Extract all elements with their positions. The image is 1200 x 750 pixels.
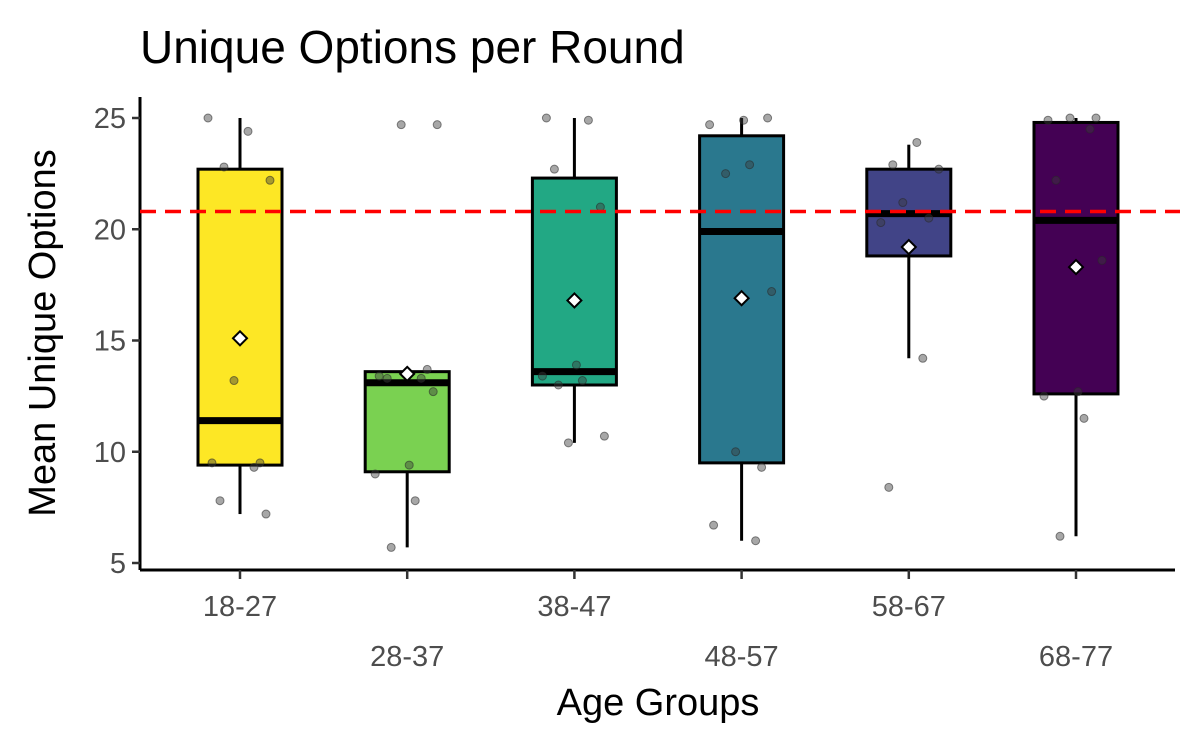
data-point: [396, 120, 406, 130]
mean-marker: [398, 365, 416, 383]
x-tick-label: 18-27: [203, 591, 277, 623]
data-point: [884, 482, 894, 492]
box-group-38-47: 38-47: [530, 113, 618, 623]
box-group-28-37: 28-37: [363, 120, 451, 673]
box: [363, 370, 451, 474]
data-point: [924, 213, 934, 223]
data-point: [1043, 115, 1053, 125]
mean-marker: [900, 238, 918, 256]
data-point: [382, 373, 392, 383]
data-point: [553, 380, 563, 390]
y-axis-title: Mean Unique Options: [22, 149, 64, 517]
plot-area: 5 10 15 20 25 18-27 28-37 38-47 48-57 58-67 68-77: [94, 97, 1180, 673]
data-point: [203, 113, 213, 123]
data-point: [731, 447, 741, 457]
data-point: [215, 496, 225, 506]
data-point: [541, 113, 551, 123]
data-point: [757, 462, 767, 472]
data-point: [721, 169, 731, 179]
data-point: [767, 287, 777, 297]
data-point: [876, 218, 886, 228]
data-point: [705, 120, 715, 130]
x-tick-label: 38-47: [537, 591, 611, 623]
box-group-18-27: 18-27: [196, 113, 284, 623]
data-point: [1073, 387, 1083, 397]
data-point: [1091, 113, 1101, 123]
data-point: [583, 115, 593, 125]
data-point: [410, 496, 420, 506]
chart-title: Unique Options per Round: [140, 21, 685, 73]
data-point: [763, 113, 773, 123]
mean-marker: [733, 289, 751, 307]
data-point: [918, 353, 928, 363]
data-point: [255, 458, 265, 468]
data-point: [934, 164, 944, 174]
box: [196, 167, 284, 467]
data-point: [261, 509, 271, 519]
box: [1032, 120, 1120, 396]
data-point: [571, 360, 581, 370]
data-point: [416, 373, 426, 383]
data-point: [1097, 255, 1107, 265]
data-point: [745, 160, 755, 170]
data-point: [563, 438, 573, 448]
data-point: [1065, 113, 1075, 123]
mean-marker: [231, 329, 249, 347]
data-point: [249, 462, 259, 472]
x-axis-title: Age Groups: [557, 682, 760, 724]
y-tick-label: 10: [94, 437, 126, 469]
data-point: [219, 162, 229, 172]
data-point: [265, 175, 275, 185]
data-point: [739, 115, 749, 125]
data-point: [1079, 413, 1089, 423]
data-point: [912, 137, 922, 147]
data-point: [1055, 531, 1065, 541]
mean-marker: [1067, 258, 1085, 276]
data-point: [1085, 124, 1095, 134]
x-tick-label: 68-77: [1039, 641, 1113, 673]
data-point: [370, 469, 380, 479]
data-point: [422, 364, 432, 374]
data-point: [207, 458, 217, 468]
data-point: [432, 120, 442, 130]
data-point: [577, 376, 587, 386]
box-group-68-77: 68-77: [1032, 113, 1120, 673]
data-point: [386, 542, 396, 552]
data-point: [537, 371, 547, 381]
box-group-48-57: 48-57: [698, 113, 786, 673]
data-point: [374, 371, 384, 381]
x-tick-label: 28-37: [370, 641, 444, 673]
data-point: [549, 164, 559, 174]
data-point: [229, 376, 239, 386]
data-point: [599, 431, 609, 441]
data-point: [1039, 391, 1049, 401]
data-point: [898, 198, 908, 208]
data-point: [888, 160, 898, 170]
mean-marker: [565, 292, 583, 309]
data-point: [751, 536, 761, 546]
y-tick-label: 20: [94, 214, 126, 246]
x-tick-label: 48-57: [705, 641, 779, 673]
x-tick-label: 58-67: [872, 591, 946, 623]
y-tick-label: 25: [94, 103, 126, 135]
y-tick-label: 5: [110, 548, 126, 580]
data-point: [428, 387, 438, 397]
data-point: [709, 520, 719, 530]
data-point: [1051, 175, 1061, 185]
data-point: [404, 460, 414, 470]
data-point: [243, 126, 253, 136]
y-tick-label: 15: [94, 326, 126, 358]
